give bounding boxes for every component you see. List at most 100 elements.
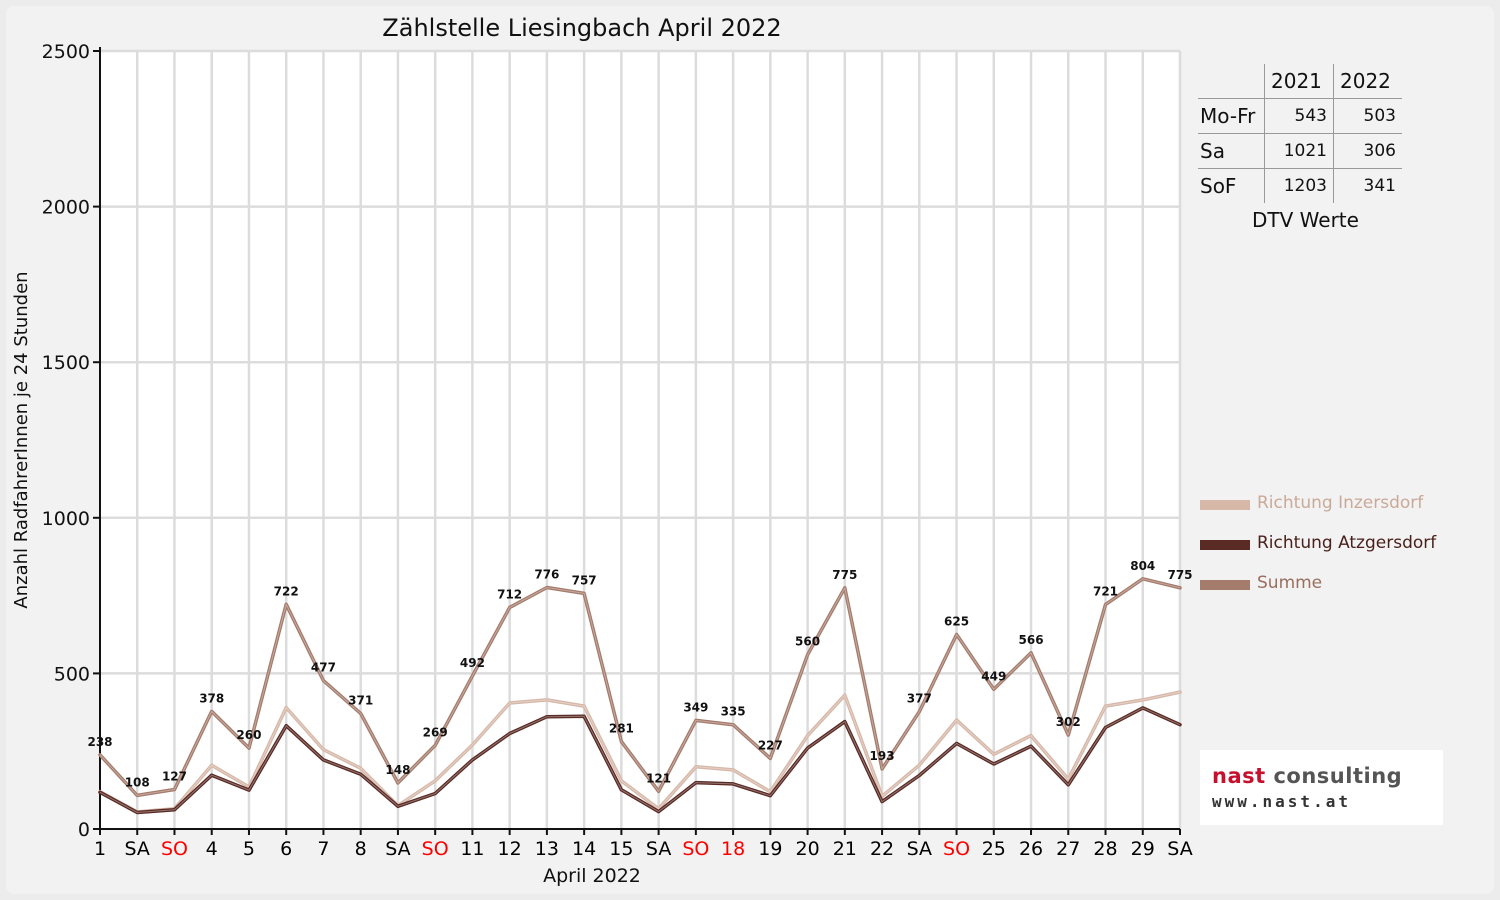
x-tick-label: SA [646,838,671,860]
dtv-row-sof: SoF 1203 341 [1198,168,1402,203]
x-axis-title: April 2022 [543,865,641,887]
company-logo: nast consulting www.nast.at [1200,750,1443,825]
data-label: 108 [125,775,150,789]
dtv-row-label: Sa [1200,139,1225,163]
data-label: 377 [907,692,932,706]
x-tick-label: 15 [609,838,633,860]
dtv-value: 543 [1264,98,1334,134]
x-tick-label: 28 [1093,838,1117,860]
x-tick-label: 1 [94,838,106,860]
x-tick-label: 7 [317,838,329,860]
plot-area [100,51,1180,829]
data-label: 775 [832,568,857,582]
series-line-highlight-inzersdorf [99,691,1181,813]
dtv-value: 341 [1333,168,1402,203]
data-label: 776 [534,568,559,582]
x-tick-label: SO [682,838,709,860]
x-tick-label: SA [907,838,932,860]
x-tick-label: SO [943,838,970,860]
y-tick-label: 0 [78,819,90,841]
data-label: 227 [758,738,783,752]
y-tick-label: 1000 [42,508,90,530]
legend-swatch [1200,500,1250,510]
legend-label: Richtung Inzersdorf [1257,493,1424,513]
dtv-row-mofr: Mo-Fr 543 503 [1198,98,1402,134]
y-tick-label: 2000 [42,197,90,219]
x-tick-label: 11 [460,838,484,860]
logo-name: nast consulting [1212,764,1403,788]
data-label: 492 [460,656,485,670]
series-line-highlight-summe [99,578,1181,796]
x-tick-label: 22 [870,838,894,860]
dtv-col-2022: 2022 [1333,64,1402,99]
dtv-value: 503 [1333,98,1402,134]
chart-title: Zählstelle Liesingbach April 2022 [382,14,781,42]
x-tick-label: 20 [795,838,819,860]
data-label: 625 [944,615,969,629]
data-label: 722 [274,584,299,598]
dtv-row-sa: Sa 1021 306 [1198,133,1402,169]
dtv-row-label: Mo-Fr [1200,104,1256,128]
data-label: 712 [497,587,522,601]
x-tick-label: 27 [1056,838,1080,860]
y-tick-label: 1500 [42,352,90,374]
data-label: 560 [795,635,820,649]
dtv-value: 1021 [1264,133,1334,169]
data-label: 148 [385,763,410,777]
legend-label: Richtung Atzgersdorf [1257,533,1437,553]
data-label: 477 [311,661,336,675]
data-label: 349 [683,700,708,714]
data-label: 804 [1130,559,1155,573]
x-tick-label: 13 [535,838,559,860]
x-tick-label: SA [125,838,150,860]
x-tick-label: 5 [243,838,255,860]
legend-label: Summe [1257,573,1323,593]
y-tick-label: 500 [54,663,90,685]
series-line-highlight-atzgersdorf [99,707,1181,813]
series-line-atzgersdorf [98,706,1182,815]
data-label: 757 [572,573,597,587]
x-tick-label: SO [161,838,188,860]
data-label: 721 [1093,585,1118,599]
x-tick-label: SO [422,838,449,860]
x-tick-label: SA [385,838,410,860]
data-label: 302 [1056,715,1081,729]
data-label: 566 [1019,633,1044,647]
data-label: 121 [646,771,671,785]
x-tick-label: 18 [721,838,745,860]
x-tick-label: 25 [982,838,1006,860]
x-tick-label: SA [1167,838,1192,860]
data-label: 269 [423,725,448,739]
dtv-header-row: 2021 2022 [1198,64,1402,99]
x-tick-label: 26 [1019,838,1043,860]
data-label-layer: 238 108 127 378 260 722 477 371 148 269 492 712 776 7… [87,559,1192,790]
x-tick-label: 29 [1131,838,1155,860]
x-tick-label: 6 [280,838,292,860]
dtv-col-2021: 2021 [1264,64,1334,99]
dtv-corner [1198,64,1265,99]
data-label: 260 [236,728,261,742]
legend-swatch [1200,540,1250,550]
data-label: 127 [162,769,187,783]
dtv-value: 306 [1333,133,1402,169]
data-label: 371 [348,694,373,708]
data-label: 238 [87,735,112,749]
logo-url: www.nast.at [1212,792,1351,811]
x-tick-label: 12 [498,838,522,860]
data-label: 193 [870,749,895,763]
data-label: 775 [1167,568,1192,582]
series-line-summe [98,577,1182,798]
x-tick-label: 21 [833,838,857,860]
x-tick-label: 14 [572,838,596,860]
series-layer [98,577,1182,815]
y-axis-title: Anzahl RadfahrerInnen je 24 Stunden [11,271,32,608]
data-label: 378 [199,691,224,705]
legend-swatch [1200,580,1250,590]
data-label: 335 [721,705,746,719]
dtv-row-label: SoF [1200,174,1237,198]
data-label: 449 [981,669,1006,683]
x-tick-label: 8 [355,838,367,860]
data-label: 281 [609,722,634,736]
